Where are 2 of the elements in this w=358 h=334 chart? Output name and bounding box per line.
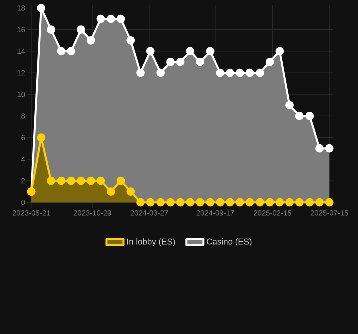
legend-label: Casino (ES) bbox=[207, 238, 252, 246]
legend-label: In lobby (ES) bbox=[128, 238, 176, 246]
